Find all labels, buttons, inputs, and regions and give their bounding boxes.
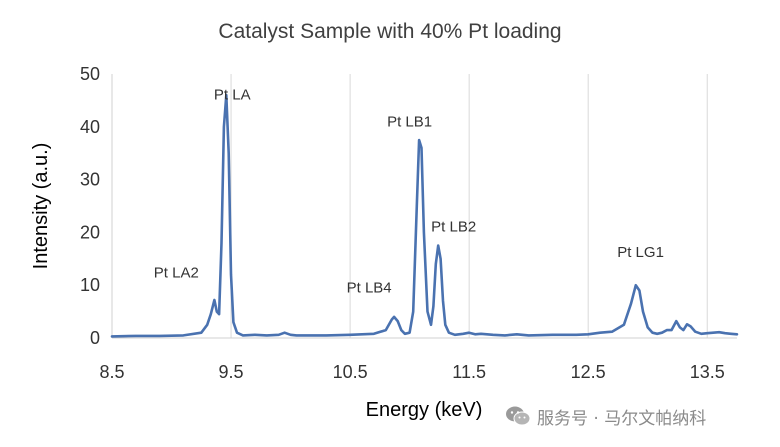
peak-label: Pt LA2 (154, 264, 199, 281)
watermark-text: 服务号 · 马尔文帕纳科 (537, 408, 707, 429)
y-tick-label: 50 (80, 64, 100, 84)
x-tick-label: 13.5 (690, 362, 725, 382)
chart-title: Catalyst Sample with 40% Pt loading (218, 20, 561, 43)
series-layer (110, 93, 739, 338)
x-tick-label: 12.5 (571, 362, 606, 382)
x-tick-label: 8.5 (99, 362, 124, 382)
y-tick-label: 10 (80, 275, 100, 295)
y-axis-label: Intensity (a.u.) (30, 143, 52, 270)
x-tick-label: 10.5 (333, 362, 368, 382)
peak-label: Pt LB2 (431, 218, 476, 235)
annotations: Pt LA2 Pt LA Pt LB4 Pt LB1 Pt LB2 Pt LG1 (154, 86, 664, 296)
y-tick-label: 20 (80, 222, 100, 242)
peak-label: Pt LA (214, 86, 251, 103)
peak-label: Pt LB1 (387, 113, 432, 130)
grid (230, 74, 708, 338)
x-axis-label: Energy (keV) (366, 399, 483, 421)
series-line (110, 93, 739, 338)
y-tick-label: 30 (80, 170, 100, 190)
y-tick-label: 0 (90, 328, 100, 348)
peak-label: Pt LB4 (347, 280, 392, 297)
wechat-icon (506, 406, 531, 426)
watermark: 服务号 · 马尔文帕纳科 (505, 405, 707, 429)
y-tick-label: 40 (80, 117, 100, 137)
axes: 8.5 9.5 10.5 11.5 12.5 13.5 0 10 20 30 40 50 (80, 64, 737, 382)
peak-label: Pt LG1 (617, 244, 664, 261)
x-tick-label: 9.5 (219, 362, 244, 382)
x-tick-label: 11.5 (452, 362, 486, 382)
